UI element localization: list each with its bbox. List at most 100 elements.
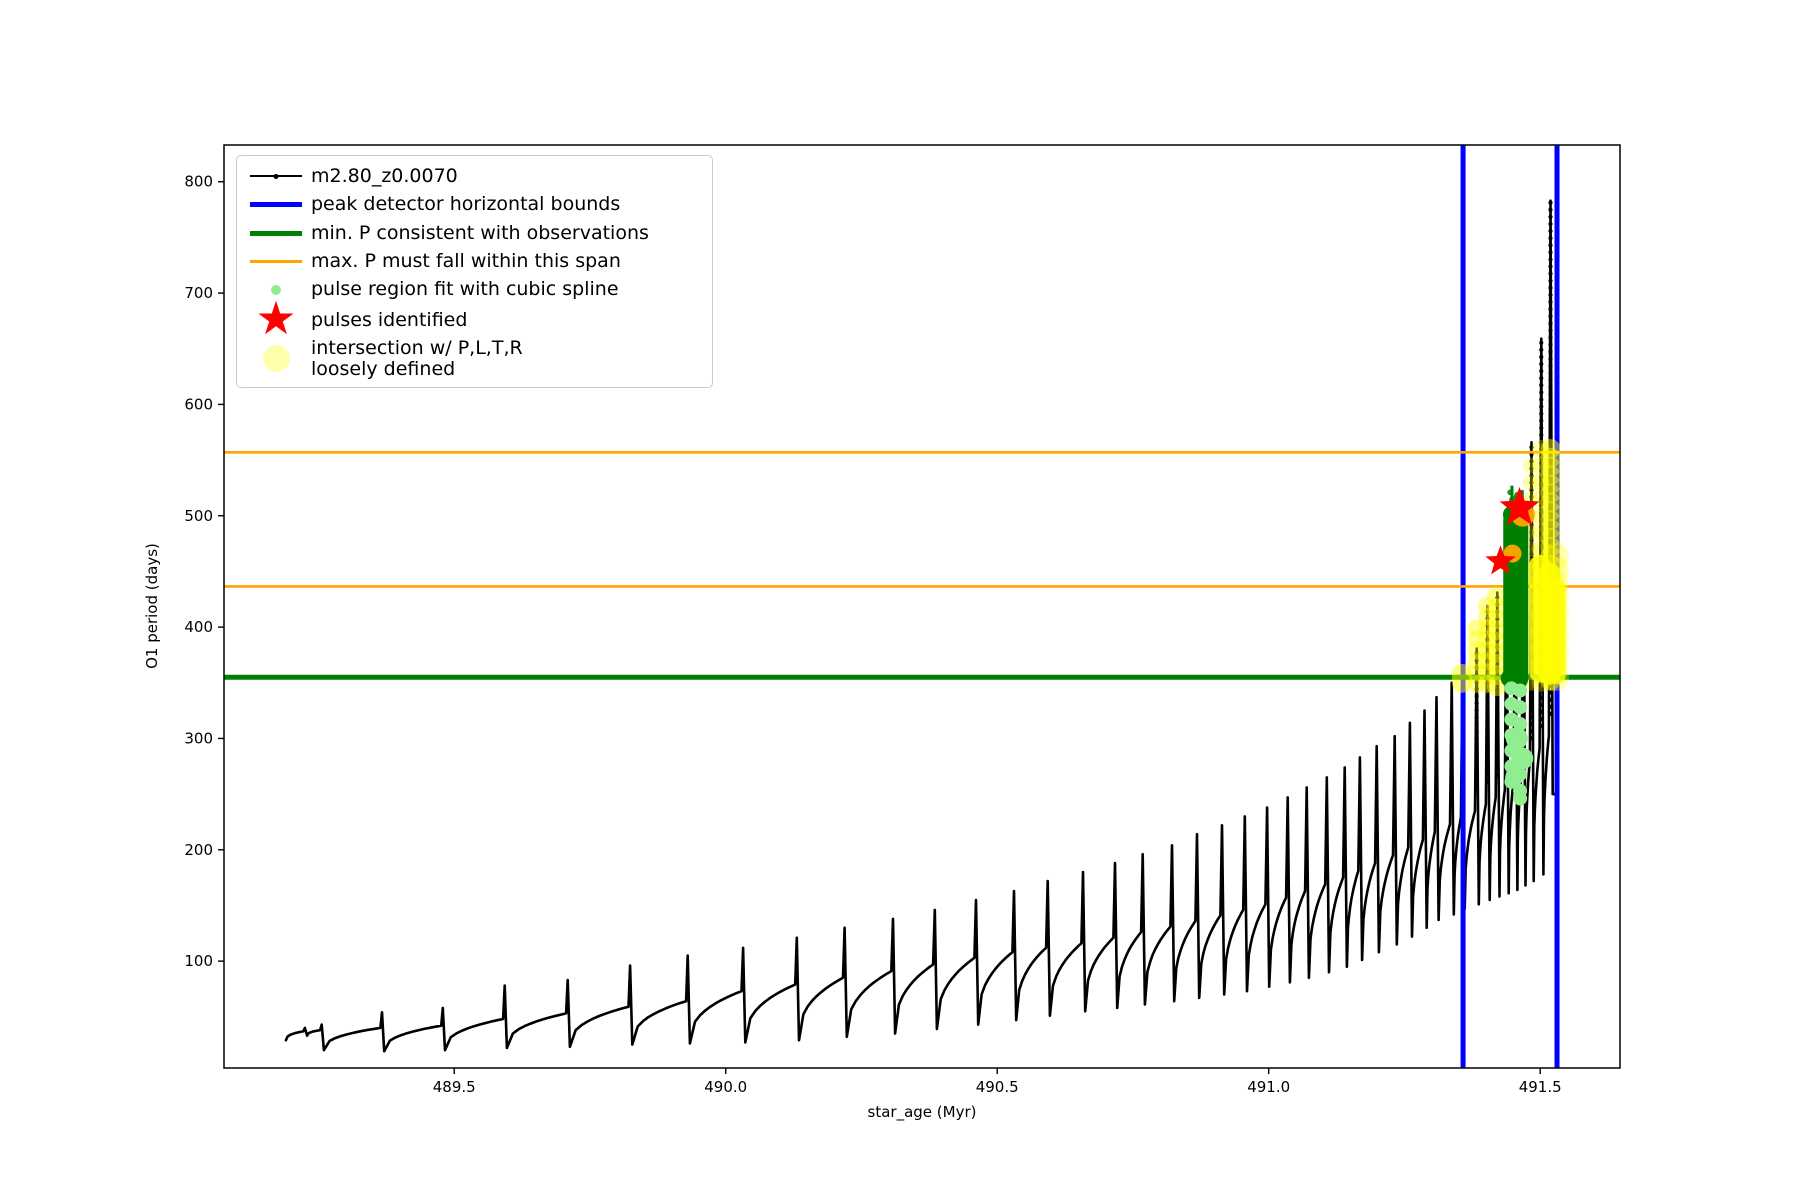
spline-fit-dot: [1513, 791, 1528, 806]
intersection-dot: [1467, 641, 1486, 660]
intersection-dot: [1540, 636, 1569, 665]
legend-item-peak-bounds: peak detector horizontal bounds: [245, 192, 702, 218]
legend-item-spline-fit: pulse region fit with cubic spline: [245, 277, 702, 303]
intersection-dot: [1540, 465, 1561, 486]
intersection-dot: [1540, 583, 1569, 612]
spline-fit-dot: [1513, 700, 1528, 715]
intersection-dot: [1540, 663, 1569, 692]
spline-fit-dot-large: [1505, 768, 1524, 787]
intersection-dot: [1486, 620, 1507, 641]
legend-label-line2: loosely defined: [311, 357, 456, 380]
y-tick-label: 100: [184, 952, 213, 970]
intersection-dot: [1531, 606, 1550, 625]
intersection-dot: [1467, 630, 1486, 649]
intersection-dot: [1531, 506, 1550, 525]
intersection-dot: [1540, 649, 1569, 678]
black-line-dot-icon: [245, 174, 307, 180]
orange-line-icon: [245, 259, 307, 263]
intersection-dot: [1477, 608, 1496, 627]
intersection-dot: [1540, 563, 1561, 584]
x-tick-label: 491.5: [1519, 1078, 1562, 1096]
y-tick-label: 300: [184, 729, 213, 747]
intersection-dot: [1531, 439, 1550, 458]
y-tick-label: 800: [184, 173, 213, 191]
legend-label: pulses identified: [311, 308, 468, 331]
intersection-dot: [1477, 663, 1496, 682]
intersection-dot: [1531, 540, 1550, 559]
red-star-icon: ★: [255, 291, 297, 346]
legend-label: intersection w/ P,L,T,R loosely defined: [311, 336, 523, 380]
intersection-dot: [1531, 556, 1550, 575]
legend-label: peak detector horizontal bounds: [311, 193, 621, 216]
intersection-dot: [1540, 519, 1561, 540]
intersection-dot: [1477, 619, 1496, 638]
lightgreen-dot-icon: [245, 284, 307, 295]
intersection-dot: [1540, 447, 1561, 468]
intersection-dot: [1467, 652, 1486, 671]
intersection-dot: [1540, 634, 1561, 655]
intersection-dot: [1540, 545, 1561, 566]
intersection-dot: [1531, 473, 1550, 492]
legend-label: pulse region fit with cubic spline: [311, 278, 619, 301]
pulse-identified-star: [1485, 545, 1516, 575]
intersection-dot: [1540, 643, 1561, 664]
y-tick-label: 700: [184, 284, 213, 302]
data-layer: [224, 145, 1620, 1068]
y-axis-label: O1 period (days): [143, 543, 161, 669]
intersection-dot: [1531, 573, 1550, 592]
intersection-dot: [1540, 623, 1569, 652]
intersection-dot: [1486, 642, 1507, 663]
intersection-dot: [1540, 456, 1561, 477]
x-tick-label: 490.5: [976, 1078, 1019, 1096]
blue-line-icon: [245, 202, 307, 208]
legend-item-intersection: intersection w/ P,L,T,R loosely defined: [245, 336, 702, 380]
intersection-dot: [1540, 510, 1561, 531]
intersection-dot: [1477, 652, 1496, 671]
intersection-dot: [1486, 598, 1507, 619]
intersection-dot: [1540, 596, 1569, 625]
intersection-dot: [1522, 457, 1539, 474]
legend-item-max-period-span: max. P must fall within this span: [245, 248, 702, 274]
x-tick-label: 490.0: [704, 1078, 747, 1096]
intersection-dot: [1540, 474, 1561, 495]
intersection-dot: [1540, 626, 1561, 647]
intersection-dot: [1540, 554, 1561, 575]
intersection-dot: [1540, 569, 1569, 598]
intersection-dot: [1540, 599, 1561, 620]
spline-fit-dot-large: [1511, 747, 1534, 770]
legend-label-line1: intersection w/ P,L,T,R: [311, 336, 523, 359]
yellow-dot-icon: [245, 345, 307, 373]
y-tick-label: 400: [184, 618, 213, 636]
intersection-dot: [1540, 661, 1561, 682]
pulse-identified-star: [1499, 487, 1540, 525]
intersection-dot: [1531, 523, 1550, 542]
intersection-dot: [1477, 630, 1496, 649]
intersection-dot: [1486, 631, 1507, 652]
intersection-dot: [1540, 581, 1561, 602]
legend-item-min-period: min. P consistent with observations: [245, 220, 702, 246]
intersection-dot: [1540, 528, 1561, 549]
intersection-dot: [1531, 456, 1550, 475]
intersection-dot: [1540, 652, 1561, 673]
intersection-dot: [1477, 674, 1496, 693]
intersection-dot: [1540, 501, 1561, 522]
axes-box: [223, 144, 1621, 1069]
intersection-dot: [1486, 587, 1507, 608]
legend-label: max. P must fall within this span: [311, 249, 621, 272]
intersection-dot: [1531, 623, 1550, 642]
intersection-dot: [1477, 641, 1496, 660]
intersection-dot: [1467, 619, 1486, 638]
intersection-dot: [1531, 590, 1550, 609]
intersection-dot: [1531, 673, 1550, 692]
x-tick-label: 489.5: [433, 1078, 476, 1096]
legend-item-pulses-identified: ★ pulses identified: [245, 291, 702, 346]
intersection-dot: [1486, 609, 1507, 630]
intersection-dot: [1540, 608, 1561, 629]
legend: m2.80_z0.0070 peak detector horizontal b…: [236, 155, 713, 388]
spline-fit-dot: [1513, 683, 1528, 698]
intersection-dot: [1540, 536, 1561, 557]
y-tick-label: 500: [184, 507, 213, 525]
intersection-dot: [1522, 474, 1539, 491]
